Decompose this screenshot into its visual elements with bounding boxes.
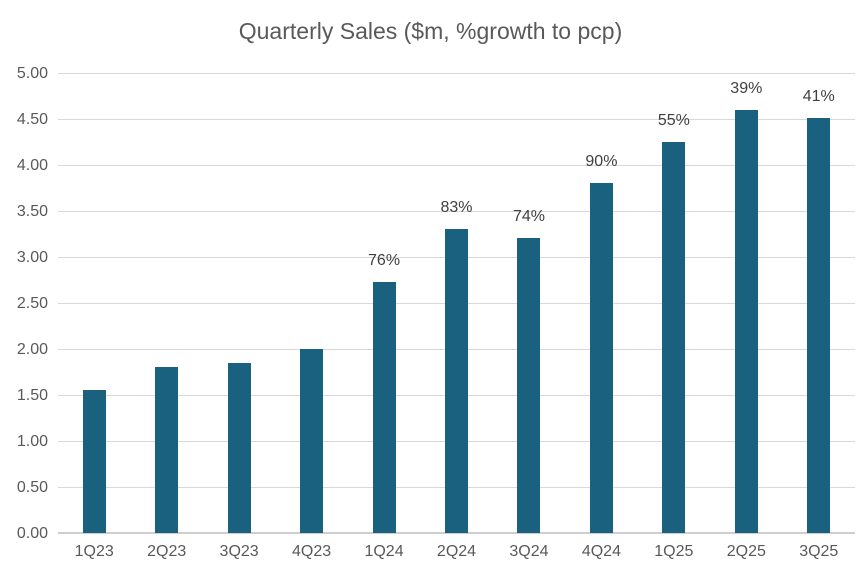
y-tick-label: 0.50 (16, 478, 48, 496)
bar-value-label: 39% (730, 79, 763, 97)
x-tick-label: 1Q23 (74, 543, 114, 560)
gridline (58, 210, 855, 212)
bar-value-label: 76% (368, 251, 401, 269)
bar-value-label: 83% (440, 199, 473, 217)
bar (662, 142, 686, 533)
gridline (58, 72, 855, 74)
x-tick-label: 4Q24 (581, 543, 621, 560)
chart-title: Quarterly Sales ($m, %growth to pcp) (238, 18, 623, 44)
bar (300, 349, 324, 533)
y-tick-label: 4.50 (16, 110, 48, 128)
y-tick-label: 4.00 (16, 156, 48, 174)
x-tick-label: 2Q23 (147, 543, 187, 560)
gridline (58, 164, 855, 166)
bar (82, 390, 106, 533)
bar (227, 362, 251, 533)
x-tick-label: 4Q23 (292, 543, 332, 560)
bar (517, 237, 541, 533)
x-tick-label: 2Q24 (436, 543, 477, 560)
bar (734, 109, 758, 533)
x-tick-label: 1Q25 (654, 543, 694, 560)
y-tick-label: 1.00 (16, 432, 48, 450)
y-tick-label: 5.00 (16, 64, 48, 82)
y-tick-label: 2.00 (16, 340, 48, 358)
y-tick-label: 3.50 (16, 202, 48, 220)
y-tick-label: 3.00 (16, 248, 48, 266)
x-tick-label: 3Q25 (799, 543, 839, 560)
y-tick-label: 2.50 (16, 294, 48, 312)
y-tick-label: 0.00 (16, 524, 48, 542)
y-tick-label: 1.50 (16, 386, 48, 404)
bar-value-label: 74% (512, 207, 545, 225)
x-tick-label: 2Q25 (726, 543, 766, 560)
bar-value-label: 55% (657, 112, 690, 129)
x-tick-label: 3Q24 (509, 543, 549, 560)
bar (589, 183, 613, 533)
bar (445, 229, 468, 533)
bar-value-label: 90% (585, 153, 618, 171)
bar-value-label: 41% (802, 88, 835, 106)
x-tick-label: 1Q24 (364, 543, 404, 560)
bar (807, 118, 831, 533)
gridline (58, 118, 855, 120)
x-tick-label: 3Q23 (219, 543, 259, 560)
bar (155, 367, 179, 533)
x-axis-line (58, 532, 855, 534)
bar (372, 281, 396, 533)
